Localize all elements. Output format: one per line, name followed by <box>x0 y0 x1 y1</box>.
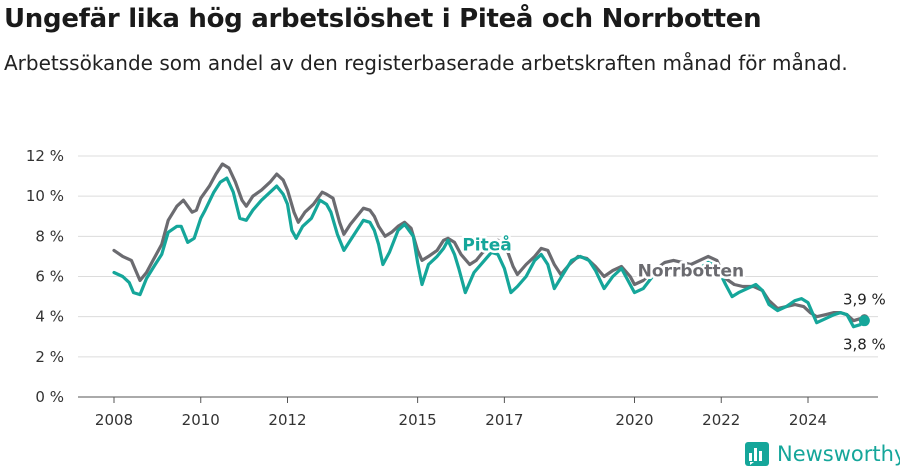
gridlines <box>78 155 878 398</box>
y-axis-ticks: 0 % 2 % 4 % 6 % 8 % 10 % 12 % <box>26 147 64 406</box>
series-label-pitea-halo: Piteå <box>462 233 511 255</box>
series-line-pitea <box>112 176 866 329</box>
series-lines <box>112 162 870 329</box>
y-tick-label: 4 % <box>35 308 64 326</box>
chart-subtitle: Arbetssökande som andel av den registerb… <box>4 51 848 75</box>
x-tick-label: 2020 <box>615 411 653 429</box>
x-tick-label: 2024 <box>789 411 827 429</box>
newsworthy-logo-icon <box>745 442 769 466</box>
series-line-norrbotten <box>112 162 866 323</box>
y-tick-label: 6 % <box>35 268 64 286</box>
chart-title: Ungefär lika hög arbetslöshet i Piteå oc… <box>4 4 762 34</box>
y-tick-label: 8 % <box>35 227 64 245</box>
end-label-norrbotten-halo: 3,9 % <box>843 291 886 309</box>
y-tick-label: 2 % <box>35 348 64 366</box>
x-tick-label: 2008 <box>95 411 133 429</box>
series-label-pitea: Piteå <box>462 233 511 255</box>
series-endpoint <box>858 315 870 327</box>
x-tick-label: 2017 <box>485 411 523 429</box>
x-tick-label: 2010 <box>182 411 220 429</box>
x-tick-label: 2012 <box>268 411 306 429</box>
x-axis-ticks: 2008 2010 2012 2015 2017 2020 2022 2024 <box>95 397 827 429</box>
end-label-pitea-halo: 3,8 % <box>843 336 886 354</box>
y-tick-label: 12 % <box>26 147 64 165</box>
x-tick-label: 2015 <box>399 411 437 429</box>
y-tick-label: 10 % <box>26 187 64 205</box>
brand-name: Newsworthy <box>777 442 900 466</box>
newsworthy-logo: Newsworthy <box>744 441 900 467</box>
x-tick-label: 2022 <box>702 411 740 429</box>
end-label-norrbotten: 3,9 % <box>843 291 886 309</box>
series-label-norrbotten-halo: Norrbotten <box>638 261 744 281</box>
series-label-norrbotten: Norrbotten <box>638 261 744 281</box>
y-tick-label: 0 % <box>35 388 64 406</box>
end-label-pitea: 3,8 % <box>843 336 886 354</box>
